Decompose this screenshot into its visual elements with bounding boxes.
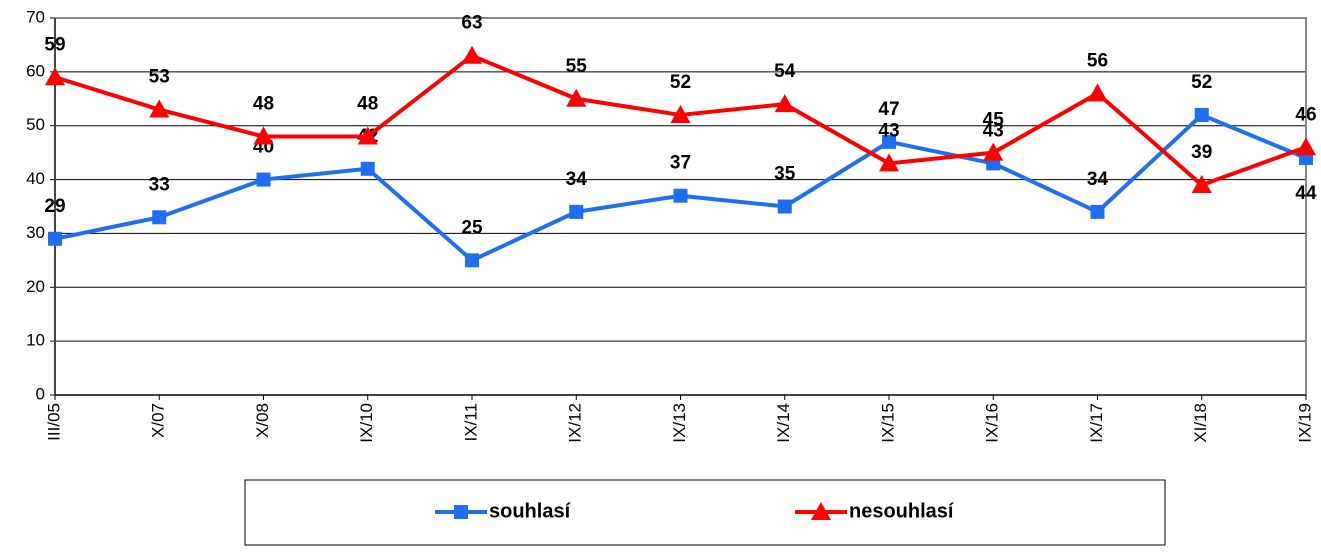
legend-box <box>244 479 1166 546</box>
point <box>670 104 691 123</box>
data-label: 48 <box>357 94 378 115</box>
data-label: 45 <box>983 110 1005 131</box>
data-label: 53 <box>149 67 170 88</box>
y-tick-label: 70 <box>26 7 45 26</box>
point <box>1090 204 1105 219</box>
y-tick-label: 60 <box>26 61 45 80</box>
x-tick-label: IX/12 <box>566 403 585 443</box>
data-label: 52 <box>670 72 691 93</box>
y-tick-label: 40 <box>26 169 45 188</box>
data-label: 52 <box>1191 72 1212 93</box>
point <box>253 126 274 145</box>
data-label: 39 <box>1191 142 1212 163</box>
point <box>774 94 795 113</box>
y-tick-label: 0 <box>36 384 45 403</box>
point <box>357 126 378 145</box>
point <box>1087 83 1108 102</box>
y-tick-label: 10 <box>26 331 45 350</box>
data-label: 34 <box>566 169 588 190</box>
point <box>569 204 584 219</box>
point <box>152 210 167 225</box>
point <box>879 153 899 172</box>
data-label: 55 <box>566 56 588 77</box>
data-label: 46 <box>1295 104 1316 125</box>
data-label: 35 <box>774 164 796 185</box>
point <box>48 231 62 246</box>
data-label: 47 <box>878 99 899 120</box>
point <box>149 99 170 118</box>
point <box>777 199 792 214</box>
y-tick-label: 30 <box>26 223 45 242</box>
point <box>465 253 479 268</box>
x-tick-label: IX/14 <box>774 403 793 443</box>
point <box>1194 107 1209 122</box>
data-label: 48 <box>253 94 274 115</box>
data-label: 33 <box>149 174 170 195</box>
point <box>1296 137 1316 156</box>
x-tick-label: IX/11 <box>461 403 480 441</box>
y-tick-label: 20 <box>26 277 45 296</box>
x-tick-label: IX/16 <box>983 403 1002 443</box>
point <box>256 172 271 187</box>
point <box>1191 174 1212 193</box>
data-label: 34 <box>1087 169 1109 190</box>
point <box>462 45 482 64</box>
y-tick-label: 50 <box>26 115 45 134</box>
x-tick-label: III/05 <box>44 403 63 441</box>
legend-marker <box>454 505 468 519</box>
data-label: 43 <box>878 120 899 141</box>
data-label: 44 <box>1295 183 1317 204</box>
x-tick-label: XI/18 <box>1191 403 1210 443</box>
x-tick-label: IX/13 <box>670 403 689 443</box>
point <box>566 88 587 107</box>
x-tick-label: X/08 <box>253 403 272 438</box>
point <box>360 161 375 176</box>
legend-label: nesouhlasí <box>849 500 955 522</box>
data-label: 43 <box>983 120 1004 141</box>
data-label: 59 <box>44 34 65 55</box>
x-tick-label: IX/15 <box>878 403 897 443</box>
x-tick-label: IX/19 <box>1295 403 1314 443</box>
data-label: 54 <box>774 61 796 82</box>
point <box>882 134 896 149</box>
data-label: 25 <box>461 217 483 238</box>
data-label: 56 <box>1087 50 1108 71</box>
x-tick-label: IX/17 <box>1087 403 1106 443</box>
legend-marker <box>811 502 831 520</box>
point <box>673 188 688 203</box>
x-tick-label: IX/10 <box>357 403 376 443</box>
x-tick-label: X/07 <box>149 403 168 438</box>
data-label: 37 <box>670 153 691 174</box>
data-label: 63 <box>461 13 482 34</box>
data-label: 29 <box>44 196 65 217</box>
point <box>45 67 65 86</box>
point <box>983 142 1004 161</box>
legend-label: souhlasí <box>489 500 572 522</box>
